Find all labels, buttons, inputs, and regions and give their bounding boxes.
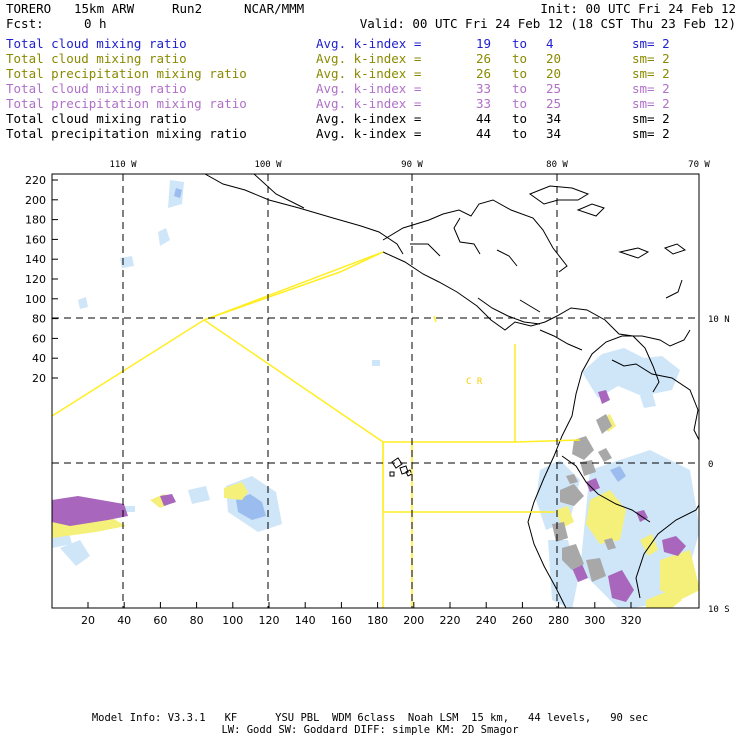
smoothing-value: sm= 2 <box>632 81 670 96</box>
field-name: Total cloud mixing ratio <box>6 111 187 126</box>
k-index-to: 25 <box>546 81 562 96</box>
lat-label-10s: 10 S <box>708 605 730 615</box>
k-index-to: 20 <box>546 66 562 81</box>
y-tick-label: 120 <box>25 273 46 286</box>
smoothing-value: sm= 2 <box>632 66 670 81</box>
smoothing-value: sm= 2 <box>632 126 670 141</box>
field-name: Total precipitation mixing ratio <box>6 96 247 111</box>
valid-time: Valid: 00 UTC Fri 24 Feb 12 (18 CST Thu … <box>359 16 736 31</box>
x-tick-label: 60 <box>153 614 167 627</box>
forecast-hour: 0 h <box>84 16 107 31</box>
y-tick-label: 160 <box>25 233 46 246</box>
k-index-to-word: to <box>512 111 528 126</box>
k-index-to: 34 <box>546 111 562 126</box>
k-index-label: Avg. k-index = <box>316 66 422 81</box>
smoothing-value: sm= 2 <box>632 96 670 111</box>
x-tick-label: 220 <box>440 614 461 627</box>
k-index-label: Avg. k-index = <box>316 96 422 111</box>
smoothing-value: sm= 2 <box>632 51 670 66</box>
lat-lon-grid <box>52 174 699 608</box>
x-tick-label: 120 <box>259 614 280 627</box>
k-index-to: 34 <box>546 126 562 141</box>
y-tick-label: 80 <box>32 313 46 326</box>
k-index-to: 4 <box>546 36 554 51</box>
y-tick-label: 60 <box>32 332 46 345</box>
lon-label-80w: 80 W <box>546 160 568 170</box>
plot-frame <box>51 173 700 609</box>
resolution-label: 15km ARW <box>74 1 135 16</box>
k-index-to-word: to <box>512 51 528 66</box>
y-tick-label: 200 <box>25 194 46 207</box>
domain-outlines <box>52 251 581 608</box>
smoothing-value: sm= 2 <box>632 111 670 126</box>
k-index-from: 26 <box>476 66 492 81</box>
x-tick-label: 200 <box>403 614 424 627</box>
lon-label-100w: 100 W <box>254 160 282 170</box>
model-name: TORERO <box>6 1 52 16</box>
organization-label: NCAR/MMM <box>244 1 305 16</box>
physics-info-line: LW: Godd SW: Goddard DIFF: simple KM: 2D… <box>221 724 519 736</box>
k-index-to: 25 <box>546 96 562 111</box>
k-index-label: Avg. k-index = <box>316 51 422 66</box>
y-tick-label: 20 <box>32 372 46 385</box>
k-index-to-word: to <box>512 36 528 51</box>
x-tick-label: 320 <box>621 614 642 627</box>
y-tick-label: 100 <box>25 293 46 306</box>
k-index-from: 44 <box>476 126 492 141</box>
run-label: Run2 <box>172 1 203 16</box>
cr-annotation: C R <box>466 377 483 387</box>
y-tick-label: 140 <box>25 253 46 266</box>
k-index-from: 33 <box>476 81 492 96</box>
forecast-label: Fcst: <box>6 16 44 31</box>
x-tick-label: 180 <box>367 614 388 627</box>
k-index-from: 44 <box>476 111 492 126</box>
smoothing-value: sm= 2 <box>632 36 670 51</box>
x-tick-label: 160 <box>331 614 352 627</box>
precipitation-fields: C R <box>52 174 699 608</box>
x-tick-label: 240 <box>476 614 497 627</box>
k-index-to-word: to <box>512 81 528 96</box>
lon-label-110w: 110 W <box>109 160 137 170</box>
x-tick-label: 80 <box>190 614 204 627</box>
init-time: Init: 00 UTC Fri 24 Feb 12 <box>540 1 736 16</box>
field-name: Total cloud mixing ratio <box>6 36 187 51</box>
y-tick-label: 40 <box>32 352 46 365</box>
k-index-label: Avg. k-index = <box>316 36 422 51</box>
field-name: Total precipitation mixing ratio <box>6 126 247 141</box>
k-index-to-word: to <box>512 66 528 81</box>
model-info-line: Model Info: V3.3.1 KF YSU PBL WDM 6class… <box>91 712 649 724</box>
k-index-label: Avg. k-index = <box>316 126 422 141</box>
weather-map: C R 220 200 180 160 140 120 100 80 60 40 20 20 40 60… <box>25 160 730 627</box>
x-tick-label: 280 <box>548 614 569 627</box>
y-tick-label: 220 <box>25 174 46 187</box>
x-tick-label: 260 <box>512 614 533 627</box>
field-name: Total cloud mixing ratio <box>6 81 187 96</box>
x-tick-label: 20 <box>81 614 95 627</box>
k-index-to: 20 <box>546 51 562 66</box>
k-index-to-word: to <box>512 96 528 111</box>
k-index-label: Avg. k-index = <box>316 111 422 126</box>
k-index-to-word: to <box>512 126 528 141</box>
y-tick-label: 180 <box>25 214 46 227</box>
lat-label-10n: 10 N <box>708 315 730 325</box>
x-tick-label: 40 <box>117 614 131 627</box>
k-index-from: 19 <box>476 36 492 51</box>
lon-label-90w: 90 W <box>401 160 423 170</box>
k-index-from: 26 <box>476 51 492 66</box>
x-tick-label: 300 <box>584 614 605 627</box>
field-name: Total precipitation mixing ratio <box>6 66 247 81</box>
k-index-label: Avg. k-index = <box>316 81 422 96</box>
x-tick-label: 140 <box>295 614 316 627</box>
x-tick-label: 100 <box>222 614 243 627</box>
lon-label-70w: 70 W <box>688 160 710 170</box>
field-name: Total cloud mixing ratio <box>6 51 187 66</box>
lat-label-0: 0 <box>708 460 713 470</box>
k-index-from: 33 <box>476 96 492 111</box>
